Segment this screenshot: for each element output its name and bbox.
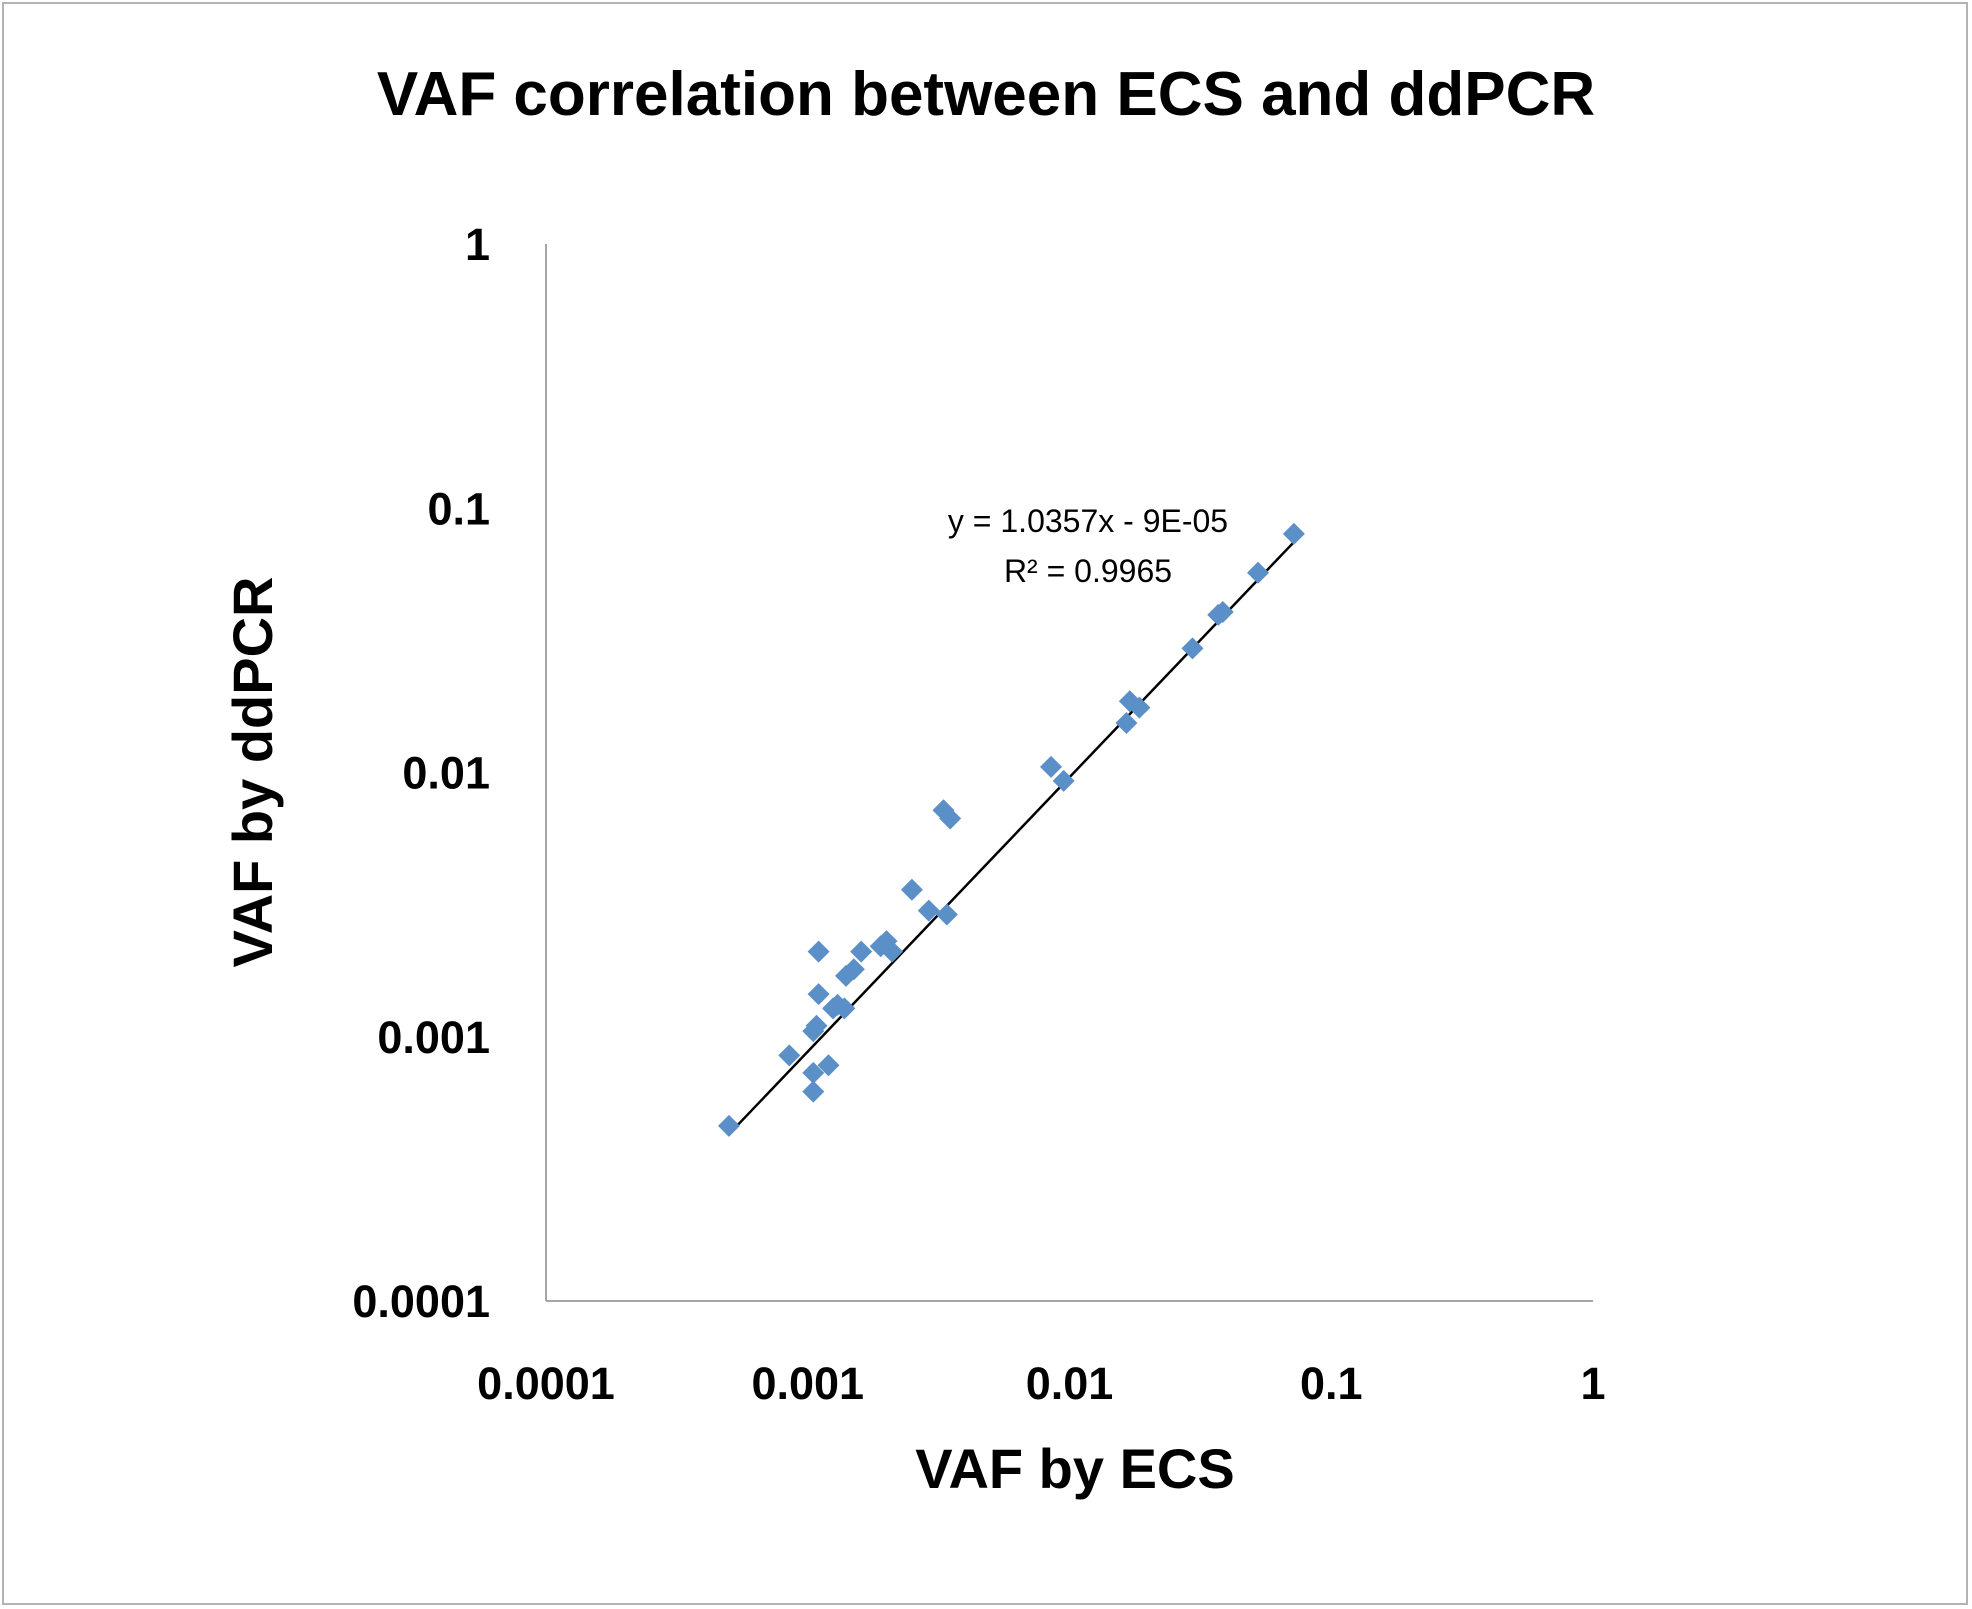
y-tick-label: 0.01 [402, 748, 490, 799]
x-tick-label: 0.01 [1026, 1358, 1114, 1409]
data-point [817, 1054, 840, 1077]
y-axis-title: VAF by ddPCR [221, 577, 284, 968]
y-tick-labels: 0.0001 0.001 0.01 0.1 1 [352, 219, 490, 1327]
x-tick-labels: 0.0001 0.001 0.01 0.1 1 [477, 1358, 1605, 1409]
trendline-r-squared: R² = 0.9965 [1004, 553, 1172, 589]
x-tick-label: 1 [1580, 1358, 1605, 1409]
y-tick-label: 1 [465, 219, 490, 270]
data-point [833, 997, 856, 1020]
y-tick-label: 0.0001 [352, 1276, 490, 1327]
x-tick-label: 0.0001 [477, 1358, 615, 1409]
data-point [939, 807, 962, 830]
data-point [1052, 769, 1075, 792]
trendline-equation: y = 1.0357x - 9E-05 [948, 503, 1228, 539]
data-point [805, 1014, 828, 1037]
data-point [1247, 561, 1270, 584]
x-axis-title: VAF by ECS [915, 1437, 1234, 1500]
trendline [728, 541, 1295, 1136]
data-point [807, 940, 830, 963]
data-point [807, 983, 830, 1006]
y-tick-label: 0.001 [377, 1012, 490, 1063]
x-tick-label: 0.001 [751, 1358, 864, 1409]
data-points [717, 522, 1305, 1137]
data-point [850, 940, 873, 963]
data-point [717, 1114, 740, 1137]
data-point [917, 899, 940, 922]
data-point [900, 878, 923, 901]
data-point [802, 1080, 825, 1103]
data-point [1211, 600, 1234, 623]
data-point [1128, 696, 1151, 719]
x-tick-label: 0.1 [1300, 1358, 1363, 1409]
y-tick-label: 0.1 [427, 483, 490, 534]
data-point [802, 1061, 825, 1084]
data-point [881, 940, 904, 963]
data-point [778, 1044, 801, 1067]
data-point [1040, 755, 1063, 778]
data-point [1282, 522, 1305, 545]
data-point [842, 958, 865, 981]
data-point [1115, 711, 1138, 734]
data-point [1181, 637, 1204, 660]
chart-title: VAF correlation between ECS and ddPCR [377, 60, 1595, 129]
data-point [935, 903, 958, 926]
